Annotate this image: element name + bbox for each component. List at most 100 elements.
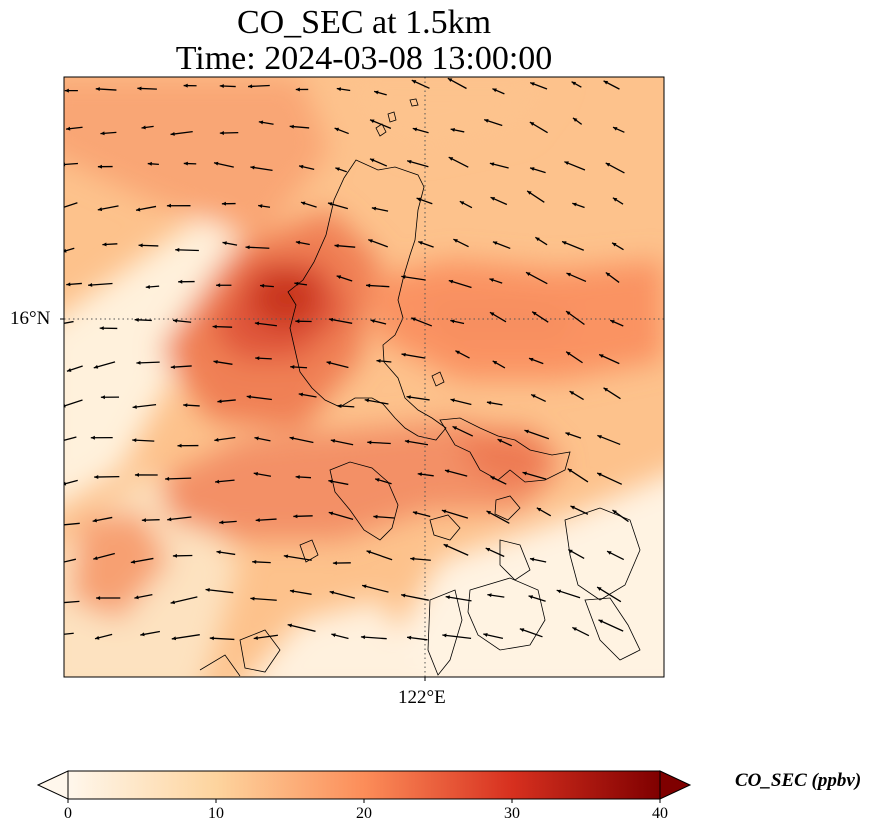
wind-arrowhead bbox=[219, 520, 224, 525]
wind-arrowhead bbox=[528, 595, 534, 599]
wind-arrowhead bbox=[137, 86, 142, 91]
wind-arrowhead bbox=[327, 202, 333, 206]
wind-arrowhead bbox=[145, 284, 150, 289]
wind-arrowhead bbox=[526, 272, 531, 276]
wind-arrowhead bbox=[612, 510, 617, 514]
wind-arrowhead bbox=[96, 596, 101, 600]
wind-arrowhead bbox=[417, 472, 422, 477]
wind-arrowhead bbox=[483, 633, 488, 637]
wind-arrowhead bbox=[371, 206, 377, 211]
colorbar-tick-0: 0 bbox=[64, 805, 72, 822]
wind-arrow bbox=[329, 590, 355, 599]
wind-arrowhead bbox=[404, 439, 410, 444]
wind-arrowhead bbox=[213, 360, 218, 364]
wind-arrowhead bbox=[531, 394, 536, 399]
wind-arrowhead bbox=[289, 124, 294, 129]
wind-arrowhead bbox=[97, 164, 102, 169]
wind-arrowhead bbox=[64, 88, 69, 93]
wind-arrowhead bbox=[216, 550, 221, 555]
wind-arrowhead bbox=[326, 361, 331, 365]
wind-arrowhead bbox=[445, 595, 450, 600]
colorbar-label: CO_SEC (ppbv) bbox=[735, 770, 862, 791]
wind-arrowhead bbox=[213, 161, 219, 166]
wind-arrowhead bbox=[566, 272, 571, 277]
wind-arrowhead bbox=[366, 283, 371, 288]
wind-arrowhead bbox=[612, 197, 618, 202]
wind-arrowhead bbox=[170, 600, 175, 605]
colorbar-tick-30: 30 bbox=[504, 805, 520, 822]
wind-arrowhead bbox=[489, 312, 495, 317]
wind-arrowhead bbox=[295, 87, 300, 92]
wind-arrowhead bbox=[177, 443, 182, 448]
wind-arrowhead bbox=[328, 479, 333, 484]
wind-arrowhead bbox=[298, 392, 304, 397]
wind-arrowhead bbox=[221, 201, 226, 206]
wind-arrowhead bbox=[283, 554, 289, 559]
wind-arrowhead bbox=[140, 632, 145, 637]
wind-arrowhead bbox=[134, 595, 139, 600]
wind-arrowhead bbox=[147, 161, 152, 166]
wind-arrowhead bbox=[217, 399, 222, 404]
wind-arrowhead bbox=[287, 623, 293, 628]
wind-arrowhead bbox=[250, 596, 255, 601]
wind-arrowhead bbox=[368, 239, 373, 243]
wind-arrowhead bbox=[570, 505, 575, 510]
wind-arrow bbox=[64, 600, 80, 604]
wind-arrow bbox=[400, 594, 429, 601]
wind-arrowhead bbox=[66, 126, 71, 131]
wind-arrowhead bbox=[102, 242, 107, 247]
wind-arrowhead bbox=[253, 471, 259, 476]
wind-arrowhead bbox=[175, 247, 180, 252]
map-frame bbox=[63, 76, 665, 678]
wind-arrowhead bbox=[605, 162, 611, 167]
wind-arrowhead bbox=[64, 248, 67, 253]
wind-arrow bbox=[361, 584, 389, 593]
wind-arrow bbox=[366, 550, 393, 561]
wind-arrowhead bbox=[565, 432, 570, 436]
wind-arrowhead bbox=[216, 283, 221, 288]
wind-arrowhead bbox=[136, 207, 141, 212]
wind-arrowhead bbox=[442, 633, 447, 638]
wind-arrowhead bbox=[366, 550, 372, 555]
wind-arrowhead bbox=[412, 127, 418, 132]
wind-arrowhead bbox=[336, 275, 342, 279]
wind-arrowhead bbox=[407, 159, 412, 164]
coastline bbox=[199, 98, 641, 677]
wind-arrowhead bbox=[132, 438, 137, 443]
wind-arrowhead bbox=[370, 119, 375, 124]
wind-arrowhead bbox=[369, 158, 375, 163]
wind-arrow bbox=[209, 637, 235, 641]
wind-arrowhead bbox=[205, 587, 210, 592]
wind-arrowhead bbox=[572, 202, 577, 207]
wind-arrowhead bbox=[448, 279, 454, 284]
wind-arrowhead bbox=[300, 201, 306, 206]
wind-arrowhead bbox=[572, 627, 577, 632]
wind-arrowhead bbox=[245, 245, 250, 250]
wind-arrowhead bbox=[171, 636, 177, 641]
wind-arrow bbox=[597, 434, 621, 446]
wind-arrow bbox=[64, 320, 74, 324]
wind-arrowhead bbox=[412, 511, 418, 515]
wind-arrowhead bbox=[170, 365, 175, 369]
wind-arrow bbox=[522, 471, 547, 480]
wind-arrowhead bbox=[444, 469, 450, 474]
wind-arrowhead bbox=[375, 478, 380, 482]
wind-arrowhead bbox=[130, 559, 136, 564]
wind-arrowhead bbox=[329, 590, 335, 595]
wind-arrowhead bbox=[489, 278, 494, 282]
wind-arrowhead bbox=[258, 204, 263, 209]
wind-arrowhead bbox=[290, 365, 295, 369]
wind-arrowhead bbox=[335, 167, 340, 172]
wind-arrowhead bbox=[252, 559, 257, 564]
wind-arrowhead bbox=[607, 551, 612, 555]
wind-arrowhead bbox=[401, 352, 406, 357]
wind-arrow bbox=[64, 162, 78, 166]
wind-arrowhead bbox=[362, 584, 367, 589]
wind-arrowhead bbox=[167, 517, 172, 522]
wind-arrowhead bbox=[571, 81, 577, 86]
wind-arrowhead bbox=[330, 439, 336, 443]
wind-arrowhead bbox=[411, 80, 417, 84]
wind-arrowhead bbox=[612, 242, 617, 247]
wind-arrowhead bbox=[54, 561, 58, 565]
